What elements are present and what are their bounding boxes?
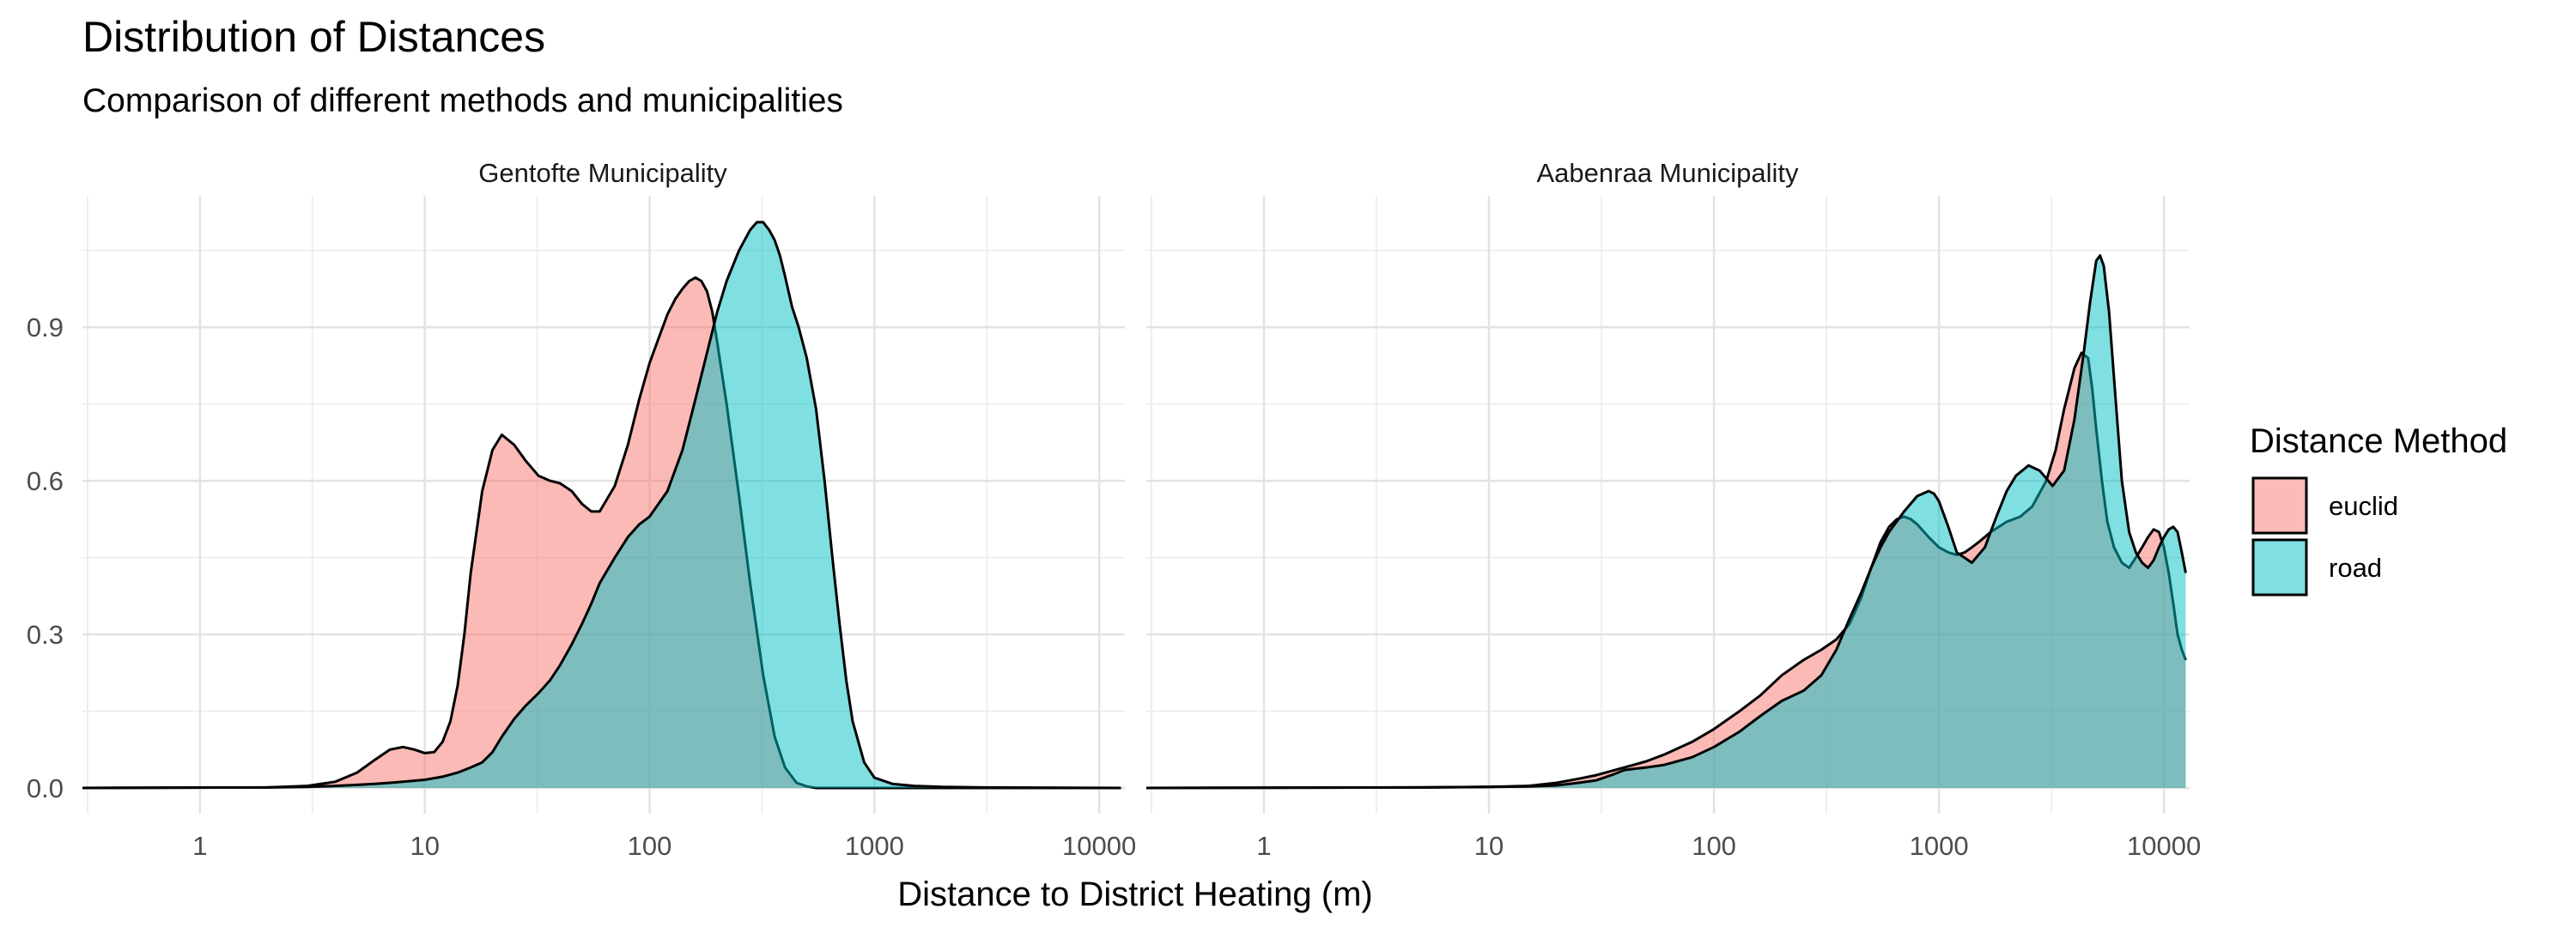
x-tick-label: 100	[628, 831, 672, 861]
x-tick-label: 1000	[1910, 831, 1969, 861]
panel-title-gentofte: Gentofte Municipality	[478, 158, 727, 188]
x-tick-label: 10	[410, 831, 439, 861]
x-tick-label: 1000	[845, 831, 904, 861]
y-tick-label: 0.6	[27, 466, 64, 496]
x-axis-label: Distance to District Heating (m)	[897, 876, 1372, 913]
legend-key-road	[2251, 538, 2308, 597]
chart-title: Distribution of Distances	[82, 13, 545, 61]
x-tick-label: 1	[1256, 831, 1271, 861]
y-axis-ticks: 0.0 0.3 0.6 0.9	[27, 312, 64, 803]
panel-aabenraa: Aabenraa Municipality 1 10 100 1000 10000	[1145, 158, 2201, 861]
legend-title: Distance Method	[2250, 422, 2507, 460]
density-area-road	[1146, 255, 2186, 788]
y-tick-label: 0.9	[27, 312, 64, 342]
x-tick-label: 1	[192, 831, 207, 861]
legend: Distance Method euclid road	[2250, 422, 2507, 597]
y-tick-label: 0.0	[27, 773, 64, 803]
legend-label-euclid: euclid	[2329, 491, 2398, 521]
density-area-euclid	[82, 277, 1121, 788]
legend-label-road: road	[2329, 553, 2382, 583]
x-tick-label: 10000	[1062, 831, 1136, 861]
x-tick-label: 10	[1474, 831, 1504, 861]
panel-title-aabenraa: Aabenraa Municipality	[1536, 158, 1799, 188]
density-outline-road	[1145, 254, 2187, 790]
chart-subtitle: Comparison of different methods and muni…	[82, 82, 843, 119]
panel-gentofte: Gentofte Municipality 1 10 100 1000 10000	[82, 158, 1136, 861]
legend-key-euclid	[2251, 476, 2308, 535]
x-tick-label: 100	[1692, 831, 1736, 861]
density-area-road	[82, 221, 1121, 788]
y-tick-label: 0.3	[27, 620, 64, 650]
x-tick-label: 10000	[2127, 831, 2201, 861]
density-outline-road	[82, 221, 1121, 790]
